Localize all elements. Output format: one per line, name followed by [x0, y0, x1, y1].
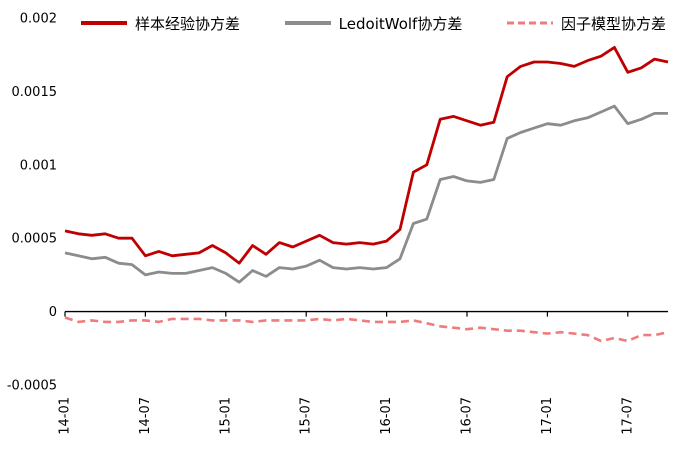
x-tick-label: 14-07 [138, 397, 153, 435]
legend-line-sample-covariance-icon [81, 21, 127, 25]
ledoitwolf-covariance-line [64, 104, 668, 284]
legend-line-ledoitwolf-covariance-icon [284, 21, 331, 25]
legend-label-factor-model-covariance: 因子模型协方差 [560, 14, 666, 33]
legend-line-factor-model-covariance-icon [506, 21, 553, 25]
x-tick-label: 15-01 [218, 397, 233, 435]
x-tick-label: 16-01 [379, 397, 394, 435]
y-tick-label: 0.0015 [12, 85, 58, 100]
x-tick-label: 17-07 [620, 397, 635, 435]
y-tick-label: 0.002 [20, 12, 57, 27]
x-tick-label: 14-01 [58, 397, 73, 435]
legend-label-ledoitwolf-covariance: LedoitWolf协方差 [338, 14, 463, 33]
x-tick-label: 16-07 [460, 397, 475, 435]
legend-item-factor-model-covariance: 因子模型协方差 [506, 13, 666, 34]
x-tick-label: 17-01 [540, 397, 555, 435]
y-tick-label: 0.001 [20, 158, 57, 173]
legend-label-sample-covariance: 样本经验协方差 [135, 14, 241, 33]
y-tick-label: -0.0005 [7, 379, 57, 394]
sample-empirical-covariance-line [64, 46, 669, 265]
legend: 样本经验协方差 LedoitWolf协方差 因子模型协方差 [80, 8, 666, 38]
factor-model-covariance-line [64, 316, 669, 343]
y-tick-label: 0 [49, 305, 57, 320]
x-tick-label: 15-07 [299, 397, 314, 435]
legend-item-sample-covariance: 样本经验协方差 [80, 13, 240, 34]
y-tick-label: 0.0005 [12, 232, 58, 247]
legend-item-ledoitwolf-covariance: LedoitWolf协方差 [284, 13, 463, 34]
